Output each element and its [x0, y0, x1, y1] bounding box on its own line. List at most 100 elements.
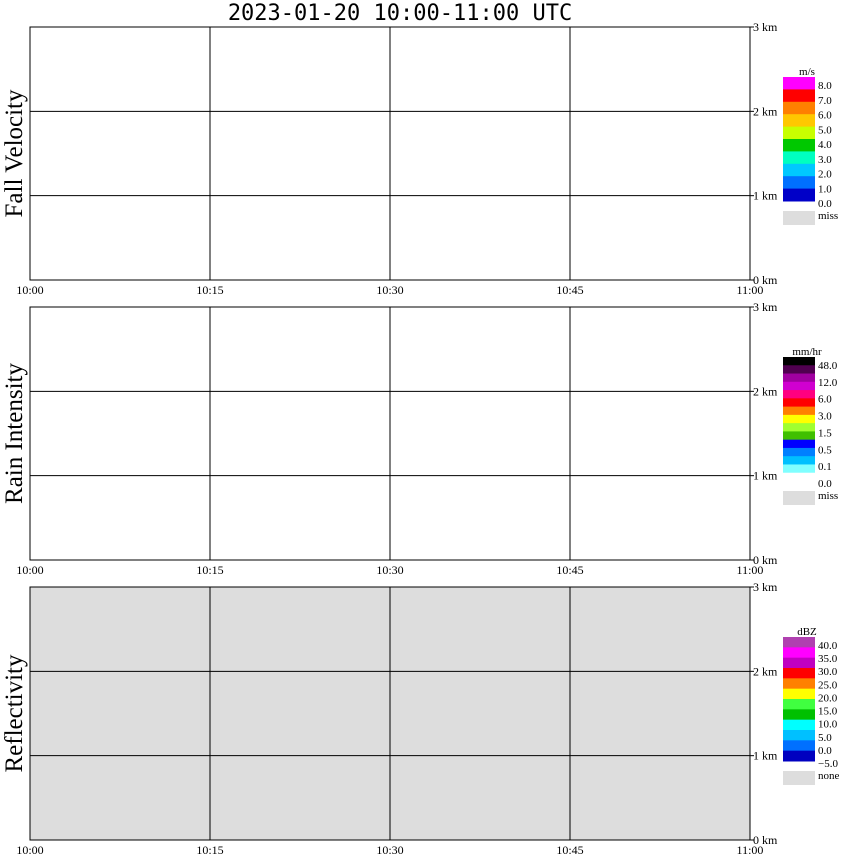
colorbar-swatch: [783, 771, 815, 785]
colorbar-label: 8.0: [818, 80, 832, 92]
colorbar-swatch: [783, 464, 815, 474]
x-tick-label: 11:00: [737, 843, 764, 857]
panel-3: 10:00 10:15 10:30 10:45 11:000 km 1 km 2 km 3 k…: [1, 580, 840, 857]
x-tick-label: 10:45: [556, 843, 583, 857]
y-tick-label: 2 km: [753, 384, 778, 398]
colorbar-label: miss: [818, 490, 838, 502]
colorbar-swatch: [783, 719, 815, 731]
colorbar-swatch: [783, 390, 815, 399]
colorbar-swatch: [783, 750, 815, 762]
colorbar-swatch: [783, 139, 815, 152]
colorbar-swatch: [783, 365, 815, 375]
plot-border: [29, 26, 751, 281]
colorbar-label: 3.0: [818, 411, 832, 423]
y-tick-label: 1 km: [753, 469, 778, 483]
y-axis-label: Reflectivity: [1, 654, 28, 773]
colorbar-label: 0.5: [818, 444, 832, 456]
y-tick-label: 1 km: [753, 189, 778, 203]
colorbar-label: 6.0: [818, 394, 832, 406]
colorbar-swatch: [783, 151, 815, 165]
colorbar-swatch: [783, 688, 815, 700]
colorbar-unit: dBZ: [797, 626, 817, 638]
colorbar-swatch: [783, 637, 815, 648]
y-tick-label: 2 km: [753, 664, 778, 678]
colorbar-label: none: [818, 770, 840, 782]
colorbar-label: 20.0: [818, 692, 838, 704]
colorbar-swatch: [783, 456, 815, 465]
x-tick-label: 10:15: [196, 283, 223, 297]
colorbar-label: 10.0: [818, 719, 838, 731]
colorbar-swatch: [783, 77, 815, 90]
colorbar-swatch: [783, 357, 815, 366]
colorbar-swatch: [783, 381, 815, 391]
x-tick-label: 10:30: [376, 283, 403, 297]
colorbar-swatch: [783, 668, 815, 679]
colorbar-label: 15.0: [818, 706, 838, 718]
colorbar-swatch: [783, 398, 815, 408]
colorbar-swatch: [783, 730, 815, 741]
colorbar-label: 0.0: [818, 198, 832, 210]
colorbar-swatch: [783, 439, 815, 449]
colorbar-swatch: [783, 406, 815, 416]
colorbar-swatch: [783, 657, 815, 669]
colorbar-label: 25.0: [818, 679, 838, 691]
y-axis-label: Rain Intensity: [1, 363, 28, 504]
colorbar-swatch: [783, 491, 815, 505]
colorbar-label: 4.0: [818, 139, 832, 151]
colorbar-swatch: [783, 114, 815, 128]
colorbar-label: 30.0: [818, 666, 838, 678]
plot-border: [29, 306, 751, 561]
colorbar-label: 35.0: [818, 653, 838, 665]
y-tick-label: 0 km: [753, 273, 778, 287]
colorbar-swatch: [783, 101, 815, 115]
colorbar-swatch: [783, 163, 815, 177]
colorbar-label: −5.0: [818, 758, 838, 770]
colorbar-label: 5.0: [818, 732, 832, 744]
colorbar-label: 0.0: [818, 745, 832, 757]
colorbar-label: 12.0: [818, 377, 838, 389]
y-tick-label: 0 km: [753, 833, 778, 847]
y-tick-label: 2 km: [753, 104, 778, 118]
colorbar-swatch: [783, 472, 815, 482]
colorbar-label: 1.5: [818, 427, 832, 439]
y-tick-label: 3 km: [753, 20, 778, 34]
colorbar-unit: mm/hr: [792, 346, 822, 358]
colorbar-swatch: [783, 699, 815, 710]
colorbar-label: 40.0: [818, 640, 838, 652]
x-tick-label: 10:30: [376, 563, 403, 577]
y-tick-label: 1 km: [753, 749, 778, 763]
colorbar-label: 0.0: [818, 478, 832, 490]
colorbar-swatch: [783, 678, 815, 690]
colorbar-swatch: [783, 740, 815, 752]
y-tick-label: 0 km: [753, 553, 778, 567]
colorbar-swatch: [783, 431, 815, 441]
colorbar-swatch: [783, 647, 815, 659]
x-tick-label: 10:00: [16, 843, 43, 857]
panel-1: 10:00 10:15 10:30 10:45 11:000 km 1 km 2 km 3 k…: [1, 20, 838, 297]
colorbar-swatch: [783, 373, 815, 383]
colorbar-swatch: [783, 447, 815, 457]
chart-title: 2023-01-20 10:00-11:00 UTC: [227, 1, 573, 26]
colorbar-label: 3.0: [818, 154, 832, 166]
colorbar-label: 1.0: [818, 183, 832, 195]
y-axis-label: Fall Velocity: [1, 89, 28, 218]
colorbar-label: 0.1: [818, 461, 832, 473]
x-tick-label: 11:00: [737, 563, 764, 577]
x-tick-label: 10:15: [196, 843, 223, 857]
y-tick-label: 3 km: [753, 300, 778, 314]
x-tick-label: 10:45: [556, 283, 583, 297]
y-tick-label: 3 km: [753, 580, 778, 594]
colorbar-label: 2.0: [818, 169, 832, 181]
panel-2: 10:00 10:15 10:30 10:45 11:000 km 1 km 2 km 3 k…: [1, 300, 838, 577]
colorbar-label: 7.0: [818, 95, 832, 107]
colorbar-swatch: [783, 188, 815, 202]
x-tick-label: 10:15: [196, 563, 223, 577]
colorbar-swatch: [783, 709, 815, 721]
colorbar-label: 5.0: [818, 124, 832, 136]
x-tick-label: 10:45: [556, 563, 583, 577]
x-tick-label: 10:30: [376, 843, 403, 857]
colorbar-swatch: [783, 126, 815, 140]
plot-border: [29, 586, 751, 841]
colorbar-label: 6.0: [818, 110, 832, 122]
